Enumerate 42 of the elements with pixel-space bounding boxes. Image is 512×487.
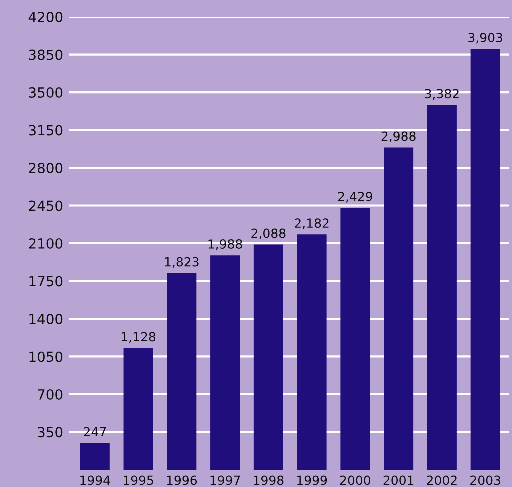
x-tick-label: 2000	[340, 476, 371, 486]
x-tick-label: 2001	[384, 476, 414, 486]
x-tick-label: 1997	[210, 476, 240, 486]
data-label: 2,429	[338, 192, 372, 203]
y-tick-label: 1400	[30, 314, 63, 324]
x-tick-label: 1996	[167, 476, 198, 486]
y-tick-label: 350	[38, 427, 63, 438]
y-tick-label: 1750	[30, 276, 63, 287]
bar	[254, 244, 284, 470]
bar	[80, 443, 110, 470]
data-label: 1,823	[165, 257, 199, 268]
data-label: 2,988	[382, 132, 416, 142]
bar	[470, 49, 500, 470]
y-tick-label: 3500	[29, 88, 63, 98]
y-tick-label: 1050	[30, 352, 63, 362]
data-label: 247	[84, 427, 106, 437]
bar	[210, 256, 240, 470]
data-label: 1,988	[208, 240, 242, 250]
x-tick-label: 1995	[124, 476, 154, 486]
y-tick-label: 700	[38, 389, 63, 400]
data-label: 3,382	[425, 89, 459, 100]
bar	[167, 273, 197, 470]
y-tick-label: 3150	[29, 125, 63, 136]
data-label: 1,128	[122, 332, 156, 344]
data-label: 2,088	[252, 228, 286, 240]
y-tick-label: 2800	[29, 162, 63, 174]
y-tick-label: 4200	[28, 12, 63, 23]
x-tick-label: 1994	[80, 476, 110, 486]
x-tick-label: 1998	[254, 476, 284, 486]
x-tick-label: 2003	[470, 476, 500, 486]
data-label: 2,182	[295, 218, 329, 230]
bar	[124, 348, 154, 470]
bar	[340, 208, 370, 470]
y-tick-label: 2100	[29, 238, 63, 249]
y-tick-label: 2450	[29, 200, 63, 212]
bar	[297, 234, 327, 470]
x-tick-label: 2002	[427, 476, 457, 486]
data-label: 3,903	[468, 33, 502, 44]
bar	[427, 105, 457, 470]
y-tick-label: 3850	[29, 50, 63, 60]
bar	[384, 148, 414, 470]
x-tick-label: 1999	[298, 476, 328, 486]
